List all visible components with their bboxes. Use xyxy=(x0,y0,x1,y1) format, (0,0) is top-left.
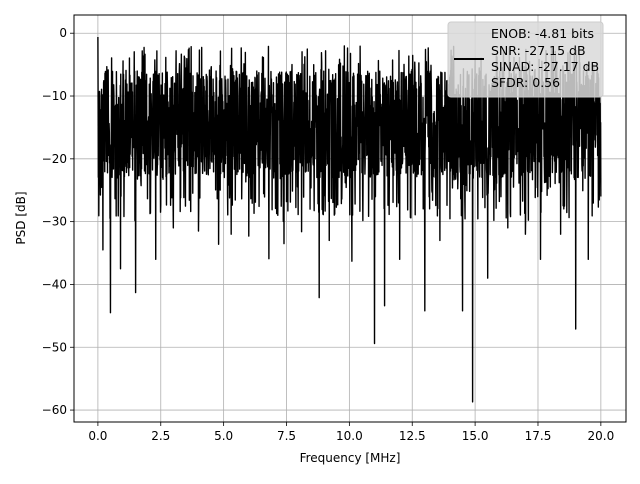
x-tick-label: 20.0 xyxy=(587,429,614,443)
psd-series-line xyxy=(97,36,602,403)
x-tick-label: 0.0 xyxy=(88,429,107,443)
legend-line-snr: SNR: -27.15 dB xyxy=(491,43,586,58)
x-ticks: 0.0 2.5 5.0 7.5 10.0 12.5 15.0 17.5 20.0 xyxy=(88,422,614,443)
x-tick-label: 17.5 xyxy=(525,429,552,443)
y-tick-label: −40 xyxy=(42,277,67,291)
x-axis-label: Frequency [MHz] xyxy=(300,451,401,465)
y-tick-label: −60 xyxy=(42,403,67,417)
y-tick-label: −10 xyxy=(42,89,67,103)
y-tick-label: 0 xyxy=(59,26,67,40)
x-tick-label: 12.5 xyxy=(399,429,426,443)
legend-line-sinad: SINAD: -27.17 dB xyxy=(491,59,599,74)
axes-frame xyxy=(73,14,627,423)
legend: ENOB: -4.81 bits SNR: -27.15 dB SINAD: -… xyxy=(447,21,604,98)
y-tick-label: −50 xyxy=(42,340,67,354)
x-tick-label: 10.0 xyxy=(336,429,363,443)
y-tick-label: −30 xyxy=(42,215,67,229)
legend-box xyxy=(447,21,604,98)
x-tick-label: 2.5 xyxy=(151,429,170,443)
x-tick-label: 15.0 xyxy=(462,429,489,443)
x-tick-label: 7.5 xyxy=(277,429,296,443)
legend-line-enob: ENOB: -4.81 bits xyxy=(491,26,594,41)
y-tick-label: −20 xyxy=(42,152,67,166)
x-tick-label: 5.0 xyxy=(214,429,233,443)
psd-trace xyxy=(97,36,602,403)
y-ticks: 0 −10 −20 −30 −40 −50 −60 xyxy=(42,26,74,417)
y-axis-label: PSD [dB] xyxy=(14,191,28,244)
legend-line-sfdr: SFDR: 0.56 xyxy=(491,75,560,90)
